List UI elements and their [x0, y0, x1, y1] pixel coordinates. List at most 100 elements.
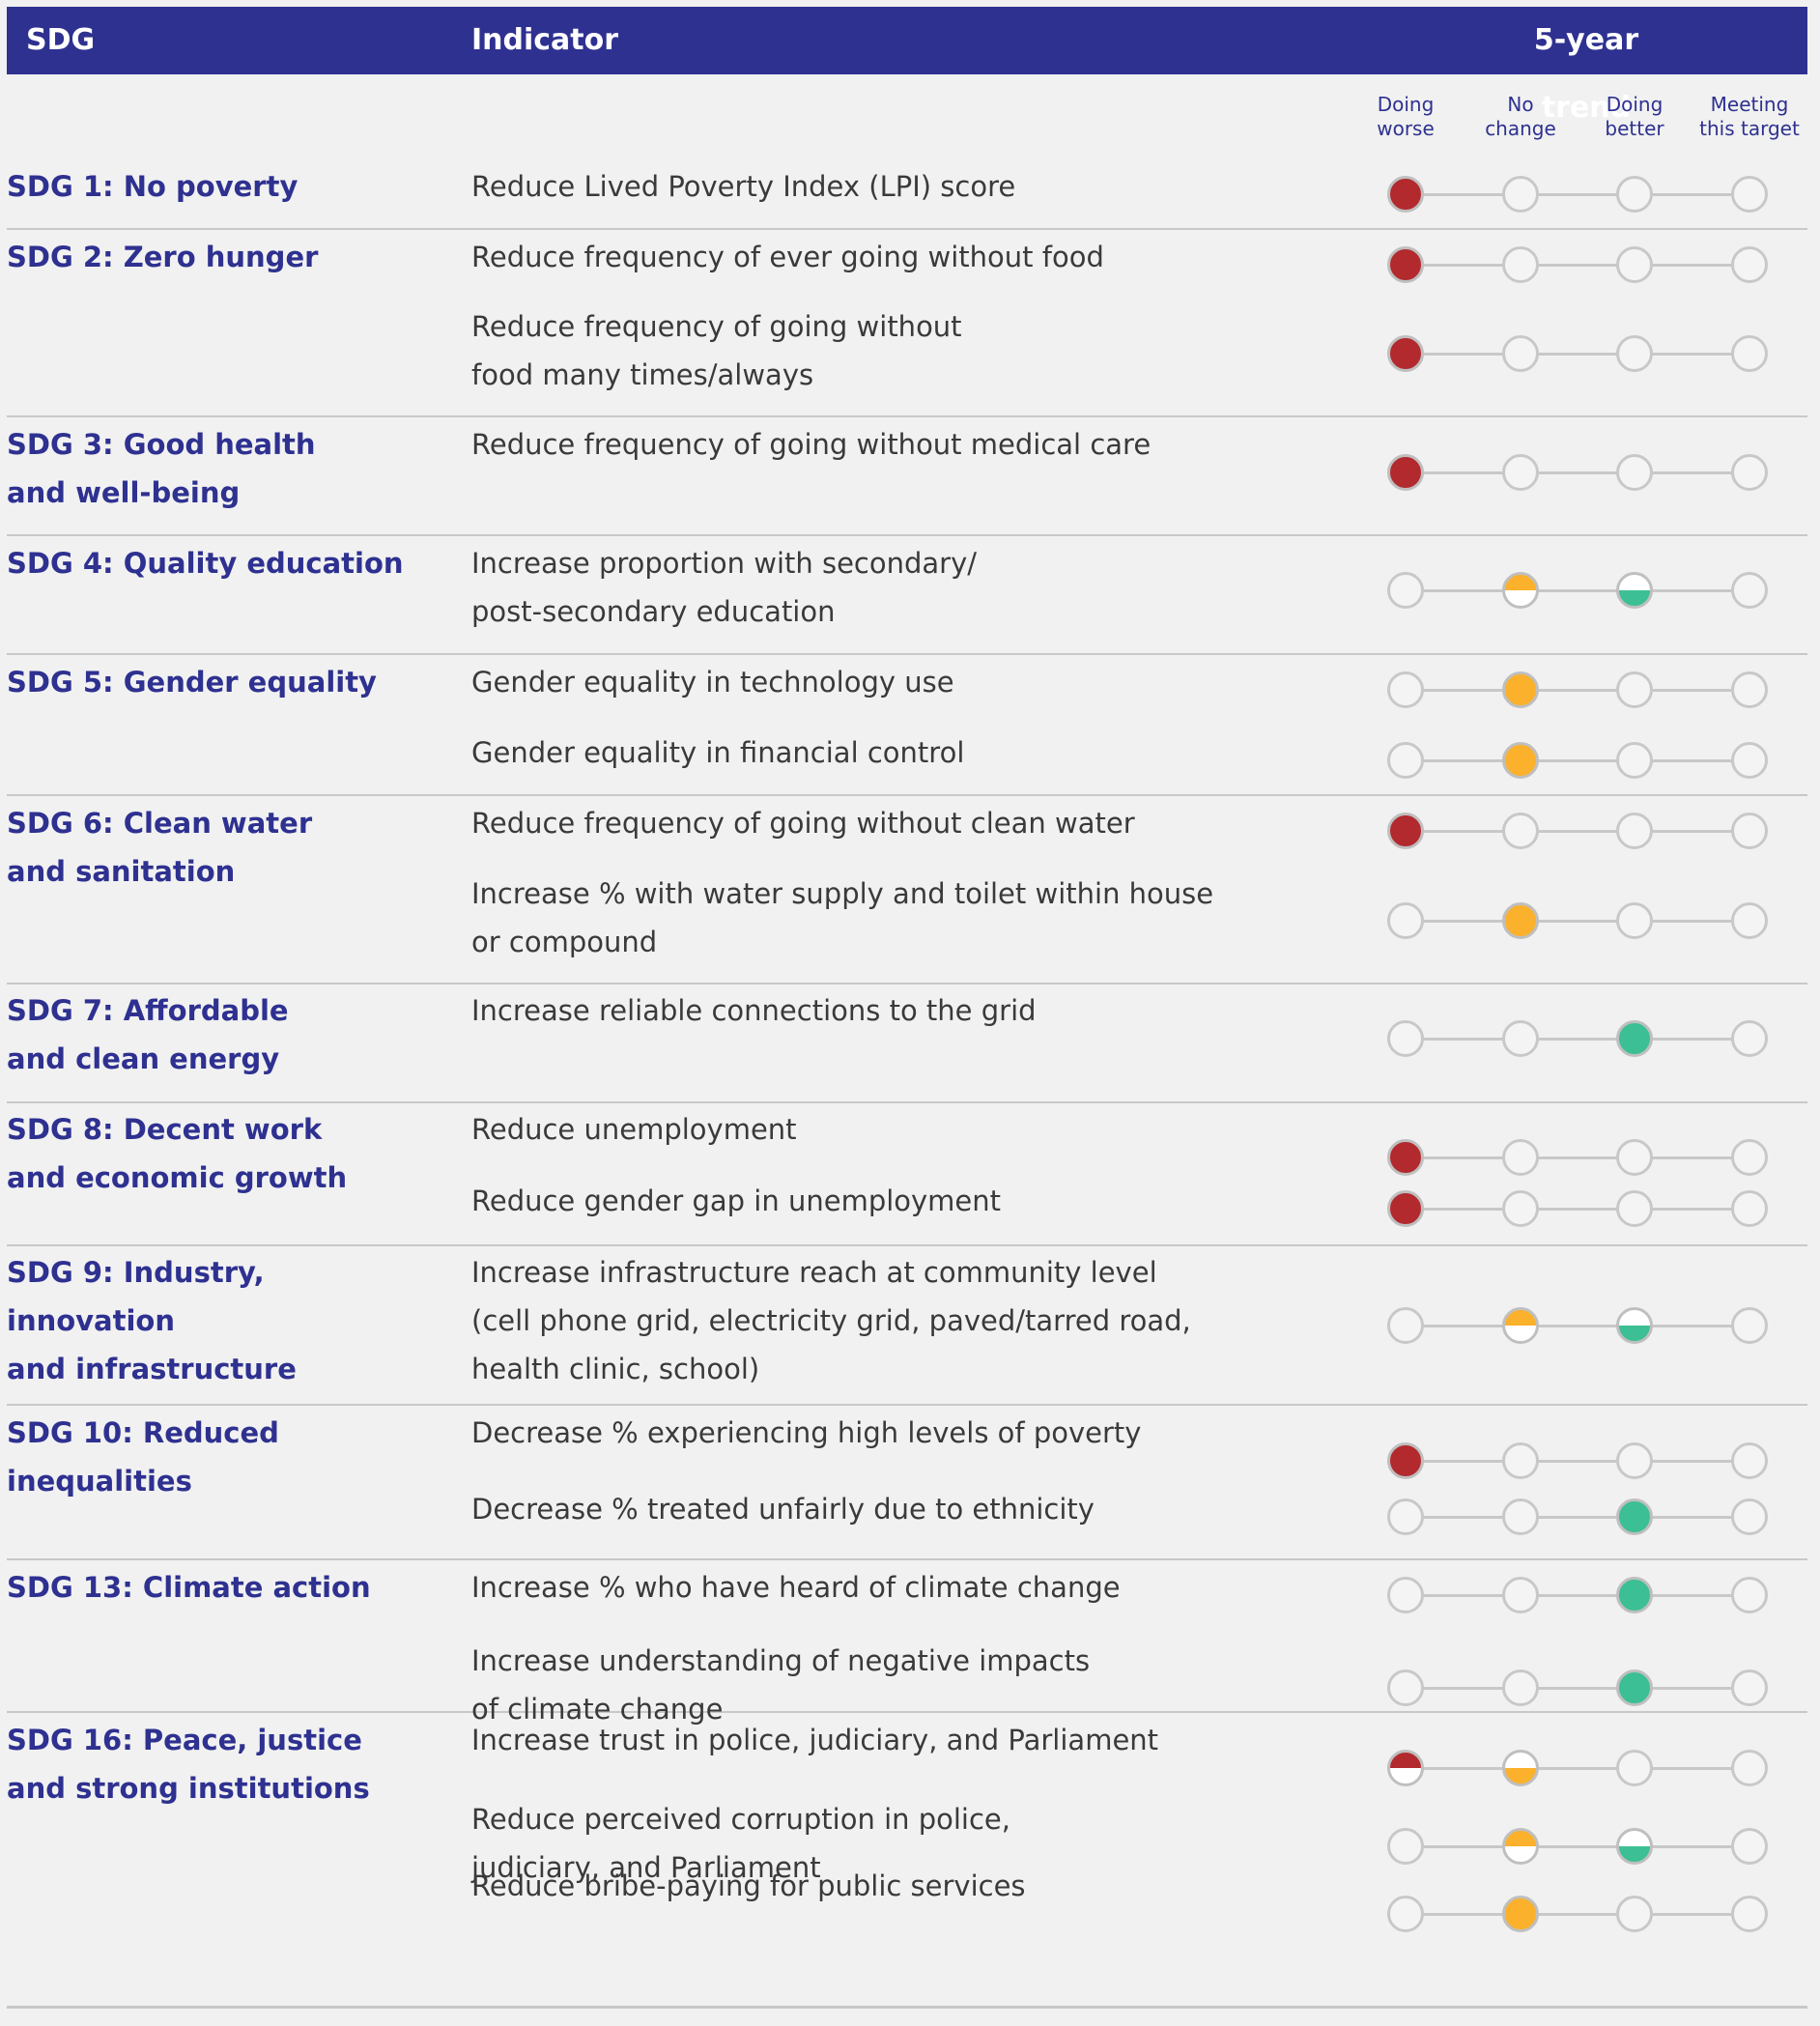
sdg-label: SDG 9: Industry, innovation and infrastruc…	[7, 1248, 461, 1393]
row-separator	[7, 794, 1807, 796]
sdg-label-line: and economic growth	[7, 1161, 348, 1194]
row-separator	[7, 1404, 1807, 1406]
trend-track-line	[1406, 589, 1749, 592]
trend-track-line	[1406, 759, 1749, 762]
trend-track-line	[1406, 471, 1749, 474]
sdg-label: SDG 13: Climate action	[7, 1563, 461, 1612]
trend-marker-meeting-target	[1731, 572, 1768, 609]
sdg-label-line: and sanitation	[7, 855, 236, 888]
indicator-text-line: Gender equality in technology use	[471, 666, 954, 699]
trend-marker-meeting-target	[1731, 246, 1768, 283]
trend-marker-doing-worse	[1387, 454, 1424, 491]
trend-marker-meeting-target	[1731, 1828, 1768, 1865]
col-meeting-target-label: Meeting this target	[1699, 93, 1800, 140]
sdg-label-line: SDG 5: Gender equality	[7, 666, 377, 699]
indicator-text-line: Reduce perceived corruption in police,	[471, 1803, 1010, 1836]
trend-track-line	[1406, 1594, 1749, 1597]
trend-marker-meeting-target	[1731, 176, 1768, 213]
sdg-label: SDG 2: Zero hunger	[7, 233, 461, 281]
indicator-text-line: Gender equality in financial control	[471, 736, 965, 769]
indicator-text: Decrease % experiencing high levels of p…	[471, 1409, 1322, 1457]
indicator-column-header: Indicator	[471, 23, 619, 57]
trend-marker-doing-better	[1616, 1190, 1653, 1227]
trend-marker-no-change	[1502, 1896, 1539, 1932]
trend-track-line	[1406, 1845, 1749, 1848]
trend-marker-no-change	[1502, 1190, 1539, 1227]
sdg-label-line: SDG 3: Good health	[7, 428, 316, 461]
sdg-label: SDG 3: Good health and well-being	[7, 420, 461, 517]
indicator-text-line: Increase % with water supply and toilet …	[471, 877, 1214, 910]
trend-marker-meeting-target	[1731, 335, 1768, 372]
sdg-label: SDG 6: Clean water and sanitation	[7, 799, 461, 896]
indicator-text: Reduce frequency of going without clean …	[471, 799, 1322, 847]
trend-marker-doing-better	[1616, 1020, 1653, 1057]
sdg-label-line: and infrastructure	[7, 1353, 297, 1385]
trend-marker-no-change	[1502, 1669, 1539, 1706]
indicator-text-line: Reduce frequency of going without medica…	[471, 428, 1152, 461]
trend-marker-meeting-target	[1731, 1190, 1768, 1227]
trend-marker-doing-better	[1616, 1307, 1653, 1344]
trend-marker-no-change	[1502, 1498, 1539, 1535]
trend-marker-doing-better	[1616, 1669, 1653, 1706]
sdg-label: SDG 10: Reduced inequalities	[7, 1409, 461, 1505]
trend-marker-meeting-target	[1731, 1896, 1768, 1932]
indicator-text: Gender equality in financial control	[471, 728, 1322, 777]
trend-marker-doing-better	[1616, 1577, 1653, 1613]
trend-track-line	[1406, 1156, 1749, 1159]
trend-marker-meeting-target	[1731, 1750, 1768, 1786]
trend-marker-doing-worse	[1387, 246, 1424, 283]
trend-marker-no-change	[1502, 454, 1539, 491]
indicator-text-line: Increase infrastructure reach at communi…	[471, 1256, 1157, 1289]
indicator-text-line: food many times/always	[471, 358, 814, 391]
trend-track-line	[1406, 1038, 1749, 1041]
trend-marker-no-change	[1502, 742, 1539, 779]
indicator-text-line: or compound	[471, 926, 658, 958]
indicator-text: Increase % who have heard of climate cha…	[471, 1563, 1322, 1612]
trend-marker-doing-worse	[1387, 1750, 1424, 1786]
trend-track-line	[1406, 1325, 1749, 1327]
indicator-text-line: (cell phone grid, electricity grid, pave…	[471, 1304, 1191, 1337]
trend-marker-doing-worse	[1387, 742, 1424, 779]
trend-marker-doing-better	[1616, 1896, 1653, 1932]
trend-marker-doing-worse	[1387, 1669, 1424, 1706]
trend-marker-meeting-target	[1731, 813, 1768, 849]
row-separator	[7, 534, 1807, 536]
trend-marker-no-change	[1502, 902, 1539, 939]
indicator-text: Reduce Lived Poverty Index (LPI) score	[471, 162, 1322, 211]
trend-track-line	[1406, 1516, 1749, 1519]
indicator-text-line: Reduce gender gap in unemployment	[471, 1184, 1002, 1217]
indicator-text-line: health clinic, school)	[471, 1353, 760, 1385]
indicator-text: Increase reliable connections to the gri…	[471, 986, 1322, 1035]
sdg-label-line: innovation	[7, 1304, 175, 1337]
indicator-text-line: Reduce frequency of ever going without f…	[471, 241, 1104, 273]
trend-marker-no-change	[1502, 813, 1539, 849]
trend-marker-meeting-target	[1731, 742, 1768, 779]
trend-marker-no-change	[1502, 1442, 1539, 1479]
sdg-column-header: SDG	[26, 23, 96, 57]
sdg-label: SDG 8: Decent work and economic growth	[7, 1105, 461, 1202]
trend-marker-doing-better	[1616, 1139, 1653, 1176]
row-separator	[7, 228, 1807, 230]
trend-track-line	[1406, 1767, 1749, 1770]
trend-marker-no-change	[1502, 1828, 1539, 1865]
indicator-text-line: Reduce frequency of going without clean …	[471, 807, 1135, 840]
trend-marker-doing-worse	[1387, 1139, 1424, 1176]
trend-marker-doing-better	[1616, 742, 1653, 779]
trend-marker-doing-worse	[1387, 1828, 1424, 1865]
trend-marker-doing-worse	[1387, 1896, 1424, 1932]
trend-marker-doing-better	[1616, 1828, 1653, 1865]
trend-track-line	[1406, 830, 1749, 833]
trend-marker-no-change	[1502, 335, 1539, 372]
indicator-text: Reduce frequency of going without medica…	[471, 420, 1322, 469]
trend-marker-doing-worse	[1387, 1020, 1424, 1057]
row-separator	[7, 983, 1807, 984]
row-separator	[7, 1244, 1807, 1246]
trend-marker-doing-better	[1616, 335, 1653, 372]
indicator-text-line: Increase understanding of negative impac…	[471, 1644, 1091, 1677]
trend-marker-doing-worse	[1387, 1190, 1424, 1227]
indicator-text-line: Reduce bribe-paying for public services	[471, 1869, 1026, 1902]
table-bottom-border	[7, 2006, 1807, 2009]
trend-marker-no-change	[1502, 1020, 1539, 1057]
indicator-text-line: post-secondary education	[471, 595, 836, 628]
